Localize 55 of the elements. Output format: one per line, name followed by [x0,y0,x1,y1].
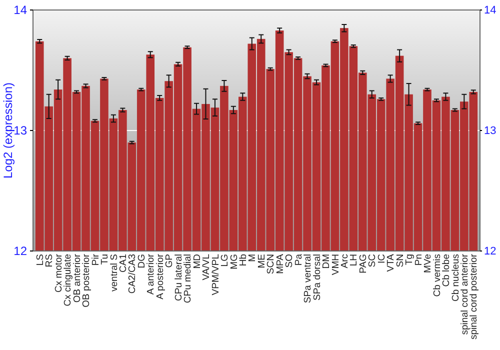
x-tick-label: SC [367,254,378,268]
x-tick-label: SCN [266,254,277,274]
x-tick-label: SO [284,254,296,268]
x-tick-label: LG [220,254,231,267]
x-tick-label: RS [44,254,56,268]
x-tick-label: Tu [100,254,111,265]
x-tick-label: spinal cord posterior [468,254,480,340]
x-tick-label: OB anterior [72,254,83,303]
x-tick-label: LH [348,254,360,266]
x-tick-label: Cx motor [53,254,64,293]
x-tick-label: spinal cord anterior [459,254,470,335]
y2-tick-label: 13 [484,125,496,138]
x-tick-label: Hb [238,254,249,266]
x-tick-label: A posterior [154,254,166,300]
x-tick-label: M [247,254,258,262]
x-tick-label: CPu lateral [173,254,184,301]
y-tick-label: 12 [14,244,28,258]
x-tick-label: SPa ventral [302,254,314,304]
y2-tick-label: 12 [484,246,496,258]
x-tick-label: Pn [413,254,424,266]
x-tick-label: LS [34,254,46,266]
y2-tick-label: 14 [484,4,496,17]
x-tick-label: CPu medial [182,254,194,304]
x-tick-label: MD [192,254,203,269]
x-tick-label: CA2/CA3 [127,254,138,294]
x-tick-label: DG [136,254,148,268]
x-tick-label: MG [228,254,240,270]
x-tick-label: GP [164,254,176,268]
x-tick-label: Arc [340,254,350,268]
x-tick-label: Cx cingulate [62,254,74,306]
x-tick-label: MVe [422,254,434,274]
x-tick-label: Cb lobe [441,254,452,287]
x-tick-label: Pa [293,253,304,266]
x-tick-label: ME [256,254,268,268]
x-tick-label: VTA [386,253,397,272]
x-tick-label: VMH [330,254,342,276]
y-tick-label: 14 [14,2,28,17]
x-tick-label: A anterior [146,254,157,295]
x-tick-label: MPA [274,253,286,274]
x-tick-label: PAG [358,254,369,274]
x-tick-label: SPa dorsal [312,254,323,300]
x-tick-label: IC [376,254,388,264]
x-tick-label: Tg [404,254,416,266]
x-tick-label: Cb vermis [432,254,443,297]
x-tick-label: DM [321,254,332,269]
y-tick-label: 13 [14,123,28,138]
x-tick-label: Pir [90,254,102,266]
x-tick-label: VA/VL [201,254,212,280]
x-tick-label: ventral S [108,254,120,292]
x-tick-label: OB posterior [81,254,92,308]
x-tick-label: CA1 [118,254,129,272]
y-axis-title: Log2 (expression) [1,82,15,179]
x-tick-label: Cb nucleus [450,254,462,302]
x-tick-label: SN [394,254,406,268]
x-tick-label: VPM/VPL [210,254,222,296]
